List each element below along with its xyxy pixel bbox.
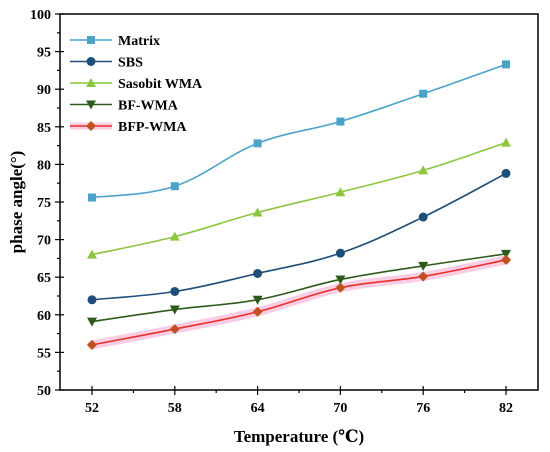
- legend-marker-bf-wma: [86, 100, 96, 110]
- data-point-matrix-58: [170, 182, 179, 191]
- data-point-sasobit-wma-76: [418, 165, 429, 175]
- legend: Matrix SBS Sasobit WMA BF-WMA BFP-WMA: [70, 34, 203, 135]
- data-point-sbs-76: [418, 212, 428, 222]
- series-matrix: [88, 60, 510, 202]
- y-tick-label: 50: [37, 384, 51, 399]
- data-point-bfp-wma-70: [335, 282, 346, 293]
- y-tick-label: 80: [37, 158, 51, 173]
- series-line-bfp-wma: [91, 259, 507, 346]
- legend-label-bf-wma: BF-WMA: [118, 99, 179, 114]
- data-point-sasobit-wma-70: [335, 187, 346, 197]
- legend-item-sbs: SBS: [70, 56, 143, 71]
- series-bfp-wma: [87, 254, 511, 350]
- series-bf-wma: [87, 249, 511, 327]
- x-tick-label: 64: [251, 401, 265, 416]
- series-line-sasobit-wma: [91, 141, 507, 256]
- data-point-sasobit-wma-58: [169, 231, 180, 241]
- y-tick-label: 90: [37, 83, 51, 98]
- data-point-sasobit-wma-82: [501, 137, 511, 147]
- y-tick-label: 100: [30, 8, 51, 23]
- x-tick-label: 52: [85, 401, 99, 416]
- legend-marker-bfp-wma: [86, 121, 96, 131]
- x-tick-label: 82: [499, 401, 513, 416]
- legend-label-matrix: Matrix: [118, 34, 160, 49]
- data-point-bf-wma-76: [418, 261, 429, 271]
- legend-item-sasobit-wma: Sasobit WMA: [70, 77, 203, 92]
- data-point-sasobit-wma-64: [252, 207, 263, 217]
- x-tick-label: 58: [168, 401, 182, 416]
- data-point-sbs-58: [170, 286, 180, 296]
- legend-item-bfp-wma: BFP-WMA: [70, 120, 187, 135]
- data-point-bfp-wma-52: [87, 339, 97, 350]
- data-point-bf-wma-64: [252, 295, 263, 305]
- data-point-bfp-wma-64: [252, 306, 263, 317]
- data-point-sbs-70: [335, 248, 345, 258]
- data-point-matrix-64: [253, 139, 262, 148]
- y-axis-title: phase angle(°): [7, 151, 26, 254]
- y-tick-label: 75: [37, 196, 51, 211]
- y-tick-label: 65: [37, 271, 51, 286]
- series-layer: [87, 60, 511, 350]
- legend-label-sbs: SBS: [118, 56, 143, 71]
- data-point-sbs-52: [87, 295, 97, 305]
- data-point-bf-wma-52: [87, 317, 97, 327]
- data-point-bf-wma-70: [335, 275, 346, 285]
- data-point-matrix-82: [502, 60, 510, 69]
- series-line-sbs: [91, 172, 507, 301]
- legend-marker-sbs: [86, 57, 96, 66]
- data-point-matrix-52: [88, 193, 96, 202]
- legend-label-bfp-wma: BFP-WMA: [118, 120, 187, 135]
- y-tick-label: 60: [37, 309, 51, 324]
- data-point-bf-wma-58: [169, 305, 180, 315]
- data-point-sbs-64: [253, 268, 263, 278]
- y-tick-label: 70: [37, 234, 51, 249]
- y-tick-label: 85: [37, 121, 51, 136]
- data-point-matrix-70: [336, 117, 345, 126]
- data-point-sasobit-wma-52: [87, 249, 97, 259]
- series-line-bf-wma: [91, 253, 507, 323]
- series-sbs: [87, 168, 511, 305]
- data-point-bf-wma-82: [501, 249, 511, 259]
- y-tick-label: 95: [37, 46, 51, 61]
- series-line-matrix: [91, 63, 507, 199]
- legend-marker-sasobit-wma: [86, 78, 96, 87]
- x-tick-label: 70: [333, 401, 347, 416]
- data-point-sbs-82: [501, 168, 511, 178]
- data-point-matrix-76: [419, 89, 428, 98]
- x-axis-title: Temperature (℃): [234, 427, 364, 446]
- y-tick-label: 55: [37, 346, 51, 361]
- axes-layer: 50 55 60 65 70 75 80 85 90 95 100 52 58 64 70 76 82: [30, 8, 539, 416]
- data-point-bfp-wma-58: [169, 324, 180, 335]
- legend-marker-matrix: [87, 36, 95, 44]
- legend-item-bf-wma: BF-WMA: [70, 99, 179, 114]
- x-tick-label: 76: [416, 401, 430, 416]
- data-point-bfp-wma-82: [501, 254, 511, 265]
- legend-item-matrix: Matrix: [70, 34, 160, 49]
- series-sasobit-wma: [87, 137, 511, 259]
- data-point-bfp-wma-76: [418, 271, 429, 282]
- legend-label-sasobit-wma: Sasobit WMA: [118, 77, 203, 92]
